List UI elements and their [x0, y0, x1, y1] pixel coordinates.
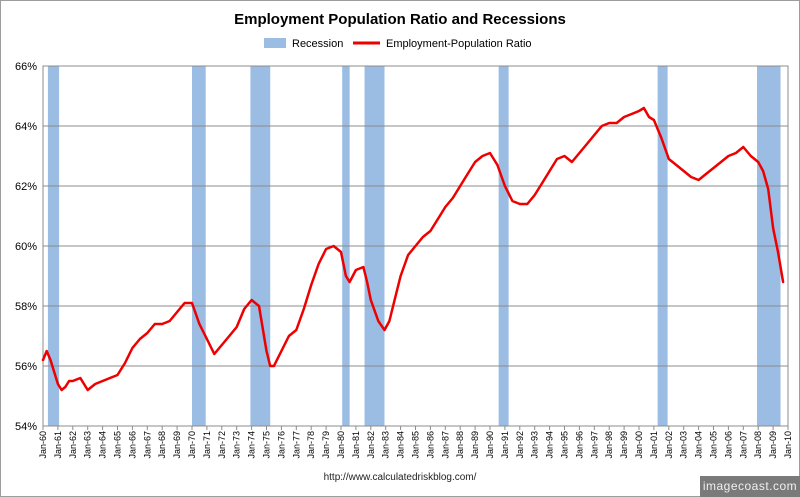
watermark: imagecoast.com [700, 476, 800, 497]
x-tick-label: Jan-03 [679, 431, 689, 459]
x-tick-label: Jan-00 [634, 431, 644, 459]
x-tick-label: Jan-72 [217, 431, 227, 459]
x-tick-label: Jan-96 [574, 431, 584, 459]
x-tick-label: Jan-98 [604, 431, 614, 459]
series-line [41, 106, 785, 392]
y-tick-label: 64% [15, 121, 37, 133]
x-tick-label: Jan-75 [262, 431, 272, 459]
chart-canvas: Employment Population Ratio and Recessio… [15, 11, 793, 459]
x-tick-label: Jan-79 [321, 431, 331, 459]
y-tick-label: 58% [15, 301, 37, 313]
x-tick-label: Jan-85 [411, 431, 421, 459]
x-tick-label: Jan-80 [336, 431, 346, 459]
x-tick-label: Jan-62 [68, 431, 78, 459]
x-tick-label: Jan-82 [366, 431, 376, 459]
x-tick-label: Jan-93 [530, 431, 540, 459]
x-tick-label: Jan-92 [515, 431, 525, 459]
x-tick-label: Jan-09 [768, 431, 778, 459]
x-tick-label: Jan-67 [142, 431, 152, 459]
x-tick-label: Jan-87 [440, 431, 450, 459]
source-url: http://www.calculatedriskblog.com/ [323, 472, 477, 483]
x-tick-label: Jan-84 [396, 431, 406, 459]
x-tick-label: Jan-07 [738, 431, 748, 459]
x-tick-label: Jan-69 [172, 431, 182, 459]
x-tick-label: Jan-06 [723, 431, 733, 459]
x-tick-label: Jan-04 [694, 431, 704, 459]
series-layer [41, 106, 785, 392]
x-tick-label: Jan-10 [783, 431, 793, 459]
x-tick-label: Jan-63 [83, 431, 93, 459]
x-tick-label: Jan-68 [157, 431, 167, 459]
x-tick-label: Jan-94 [545, 431, 555, 459]
y-tick-label: 60% [15, 241, 37, 253]
x-tick-label: Jan-73 [232, 431, 242, 459]
x-tick-label: Jan-02 [664, 431, 674, 459]
x-tick-label: Jan-77 [291, 431, 301, 459]
x-tick-label: Jan-65 [113, 431, 123, 459]
x-tick-label: Jan-08 [753, 431, 763, 459]
x-tick-label: Jan-60 [38, 431, 48, 459]
x-tick-label: Jan-71 [202, 431, 212, 459]
x-tick-label: Jan-74 [247, 431, 257, 459]
y-tick-label: 66% [15, 61, 37, 73]
x-tick-label: Jan-97 [589, 431, 599, 459]
x-axis: Jan-60 Jan-61 Jan-62 Jan-63 Jan-64 Jan-65 Jan-… [38, 426, 793, 459]
x-tick-label: Jan-88 [455, 431, 465, 459]
x-tick-label: Jan-91 [500, 431, 510, 459]
chart-title: Employment Population Ratio and Recessio… [234, 11, 566, 28]
x-tick-label: Jan-01 [649, 431, 659, 459]
x-tick-label: Jan-76 [276, 431, 286, 459]
y-tick-label: 54% [15, 421, 37, 433]
x-tick-label: Jan-64 [98, 431, 108, 459]
x-tick-label: Jan-90 [485, 431, 495, 459]
y-axis: 54% 56% 58% 60% 62% 64% 66% [15, 61, 37, 433]
x-tick-label: Jan-78 [306, 431, 316, 459]
legend-recession-swatch [264, 38, 286, 48]
x-tick-label: Jan-66 [127, 431, 137, 459]
x-tick-label: Jan-61 [53, 431, 63, 459]
x-tick-label: Jan-83 [381, 431, 391, 459]
y-tick-label: 56% [15, 361, 37, 373]
x-tick-label: Jan-95 [560, 431, 570, 459]
y-tick-label: 62% [15, 181, 37, 193]
x-tick-label: Jan-70 [187, 431, 197, 459]
x-tick-label: Jan-86 [425, 431, 435, 459]
legend-line-label: Employment-Population Ratio [386, 38, 532, 50]
x-tick-label: Jan-89 [470, 431, 480, 459]
legend: Recession Employment-Population Ratio [264, 38, 532, 50]
x-tick-label: Jan-99 [619, 431, 629, 459]
x-tick-label: Jan-05 [709, 431, 719, 459]
legend-recession-label: Recession [292, 38, 343, 50]
x-tick-label: Jan-81 [351, 431, 361, 459]
